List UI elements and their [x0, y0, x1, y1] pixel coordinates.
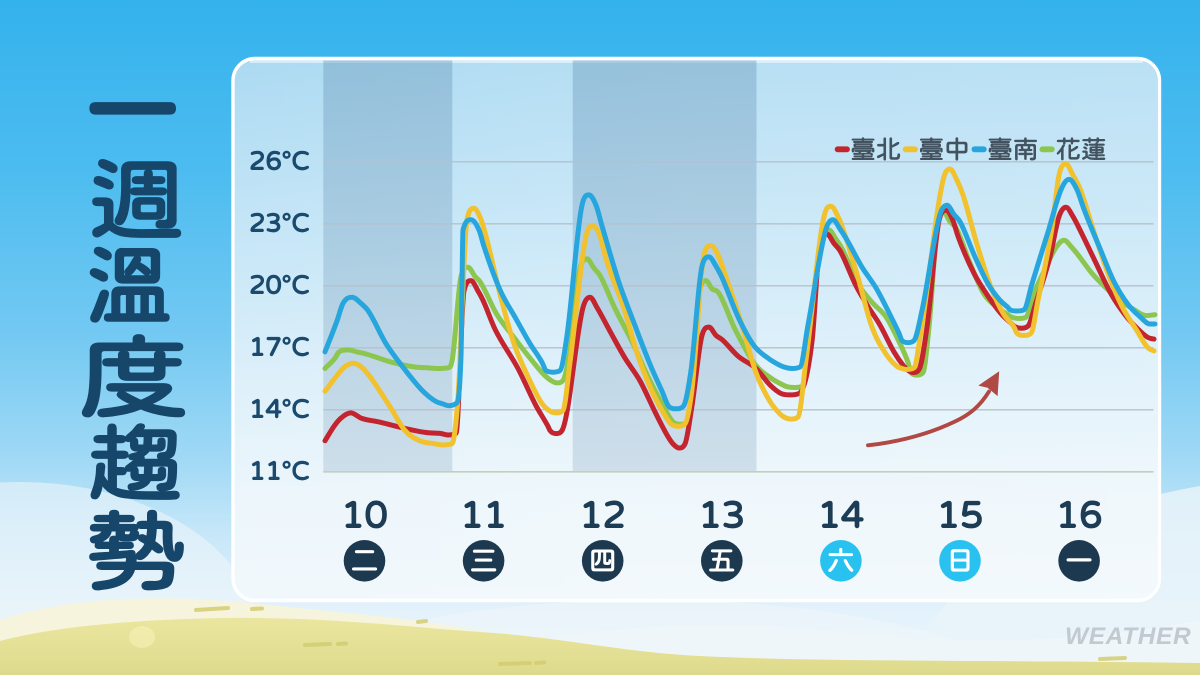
svg-text:WEATHER: WEATHER — [1065, 623, 1191, 650]
